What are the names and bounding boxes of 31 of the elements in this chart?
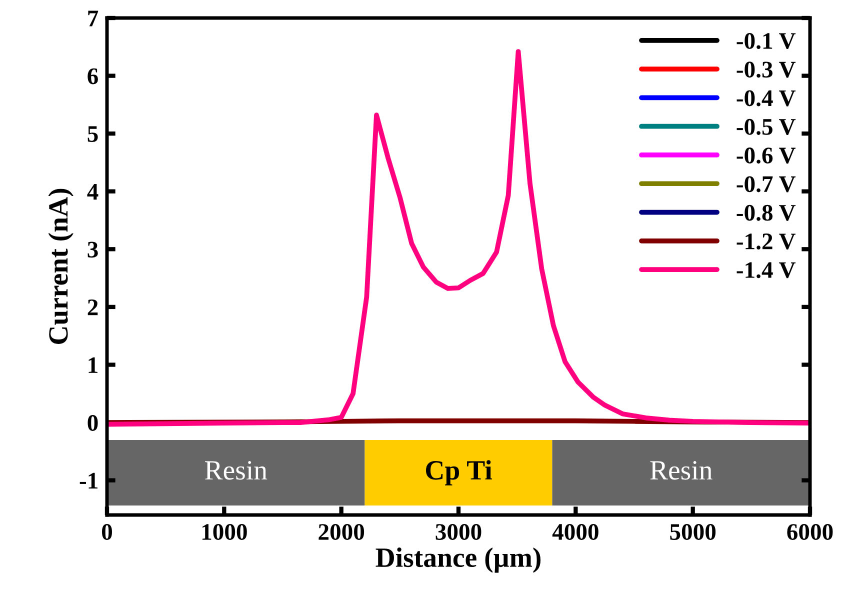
y-tick-label: -1: [80, 472, 98, 489]
legend-label: -0.1 V: [736, 32, 796, 50]
y-tick-label: 0: [88, 415, 98, 431]
legend-label: -0.5 V: [736, 118, 796, 135]
line-series: [107, 49, 810, 427]
y-axis-title: Current (nA): [48, 188, 74, 344]
legend-label: -0.7 V: [736, 176, 796, 192]
y-tick-label: 5: [88, 126, 98, 142]
legend-label: -0.3 V: [736, 62, 796, 78]
x-tick-label: 2000: [318, 524, 364, 540]
legend-label: -0.6 V: [736, 148, 796, 164]
y-tick-label: 6: [88, 68, 98, 84]
x-tick-label: 6000: [787, 524, 833, 540]
x-tick-label: 1000: [202, 524, 247, 540]
x-axis-title: Distance (µm): [376, 548, 540, 573]
y-tick-label: 2: [88, 300, 98, 316]
legend-label: -0.8 V: [736, 204, 796, 221]
x-tick-label: 4000: [552, 524, 598, 540]
y-tick-label: 4: [87, 184, 98, 200]
x-tick-label: 5000: [670, 524, 716, 540]
y-tick-label: 3: [88, 242, 98, 258]
y-tick-label: 7: [88, 10, 98, 26]
legend-label: -0.4 V: [736, 90, 796, 106]
legend-label: -1.2 V: [736, 234, 796, 250]
y-tick-label: 1: [88, 357, 98, 373]
x-tick-label: 0: [102, 524, 112, 540]
x-tick-label: 3000: [436, 524, 482, 540]
band-label: Cp Ti: [426, 460, 492, 486]
legend-label: -1.4 V: [736, 262, 796, 278]
band-label: Resin: [205, 461, 268, 480]
band-label: Resin: [650, 461, 712, 480]
